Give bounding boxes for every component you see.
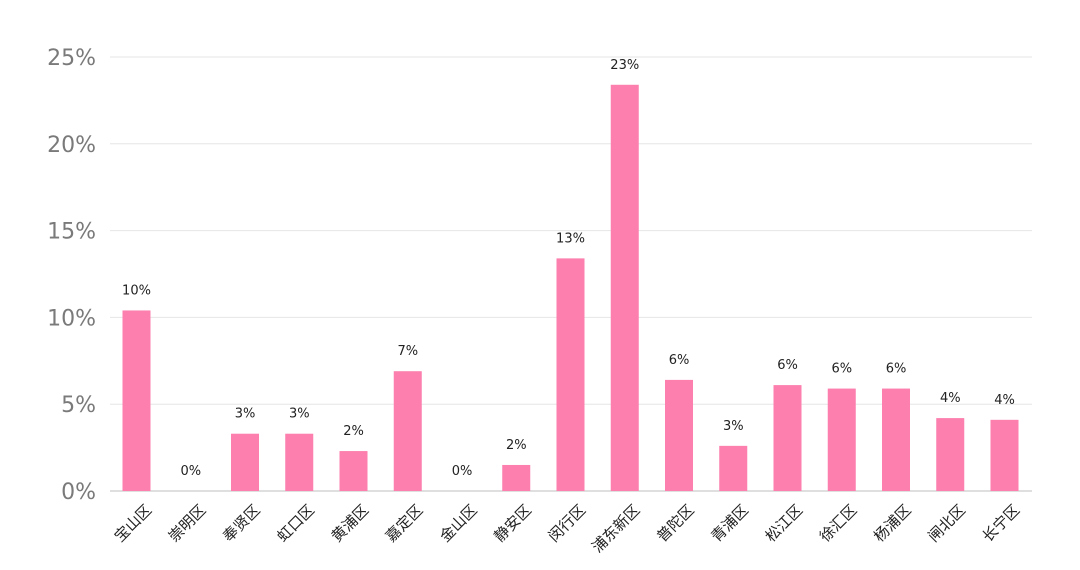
data-label: 2% (343, 424, 364, 439)
bar (556, 258, 585, 491)
x-tick-label: 闸北区 (924, 501, 969, 546)
x-axis-ticks: 宝山区 崇明区 奉贤区 虹口区 黄浦区 嘉定区 金山区 静安区 闵行区 浦东新区 普陀区 青浦区 松江区… (111, 501, 1024, 556)
y-tick-label: 5% (61, 393, 96, 418)
bar (231, 433, 259, 491)
data-label: 4% (940, 391, 961, 406)
data-label: 3% (723, 419, 744, 434)
x-tick-label: 宝山区 (111, 501, 156, 546)
bar (122, 310, 151, 491)
data-label: 6% (777, 358, 798, 373)
bar (393, 371, 422, 491)
x-tick-label: 金山区 (436, 501, 481, 546)
data-label: 0% (180, 464, 201, 479)
data-label: 6% (886, 362, 907, 377)
data-label: 13% (556, 231, 585, 246)
data-label: 0% (452, 464, 473, 479)
x-tick-label: 崇明区 (165, 501, 210, 546)
bar (936, 418, 965, 491)
bar (719, 445, 748, 491)
data-label: 23% (610, 58, 639, 73)
x-tick-label: 静安区 (490, 501, 535, 546)
y-tick-label: 0% (61, 480, 96, 505)
data-label: 2% (506, 438, 527, 453)
x-tick-label: 徐汇区 (816, 501, 861, 546)
bar (502, 464, 531, 491)
data-label: 4% (994, 393, 1015, 408)
bar (339, 451, 368, 491)
y-tick-label: 10% (47, 306, 96, 331)
x-tick-label: 普陀区 (653, 501, 698, 546)
x-tick-label: 青浦区 (707, 501, 752, 546)
x-tick-label: 嘉定区 (382, 501, 427, 546)
data-label: 6% (669, 353, 690, 368)
y-tick-label: 20% (47, 133, 96, 158)
x-tick-label: 闵行区 (545, 501, 590, 546)
data-labels: 10% 0% 3% 3% 2% 7% 0% 2% 13% 23% 6% 3% 6% 6% 6% 4% 4% (122, 58, 1015, 479)
x-tick-label: 浦东新区 (588, 501, 643, 556)
y-tick-label: 25% (47, 46, 96, 71)
data-label: 6% (831, 362, 852, 377)
bar (773, 385, 802, 491)
y-tick-label: 15% (47, 220, 96, 245)
bar (990, 419, 1019, 491)
bars (122, 84, 1019, 491)
x-tick-label: 长宁区 (979, 501, 1024, 546)
data-label: 10% (122, 283, 151, 298)
x-tick-label: 奉贤区 (219, 501, 264, 546)
x-tick-label: 松江区 (762, 501, 807, 546)
bar (882, 388, 910, 491)
bar (285, 433, 314, 491)
data-label: 7% (397, 344, 418, 359)
x-tick-label: 黄浦区 (328, 501, 373, 546)
y-axis-ticks: 0% 5% 10% 15% 20% 25% (47, 46, 96, 505)
x-tick-label: 杨浦区 (870, 501, 915, 546)
bar (827, 388, 856, 491)
bar (665, 379, 693, 491)
data-label: 3% (289, 407, 310, 422)
data-label: 3% (235, 407, 256, 422)
x-tick-label: 虹口区 (273, 501, 318, 546)
bar (610, 84, 639, 491)
